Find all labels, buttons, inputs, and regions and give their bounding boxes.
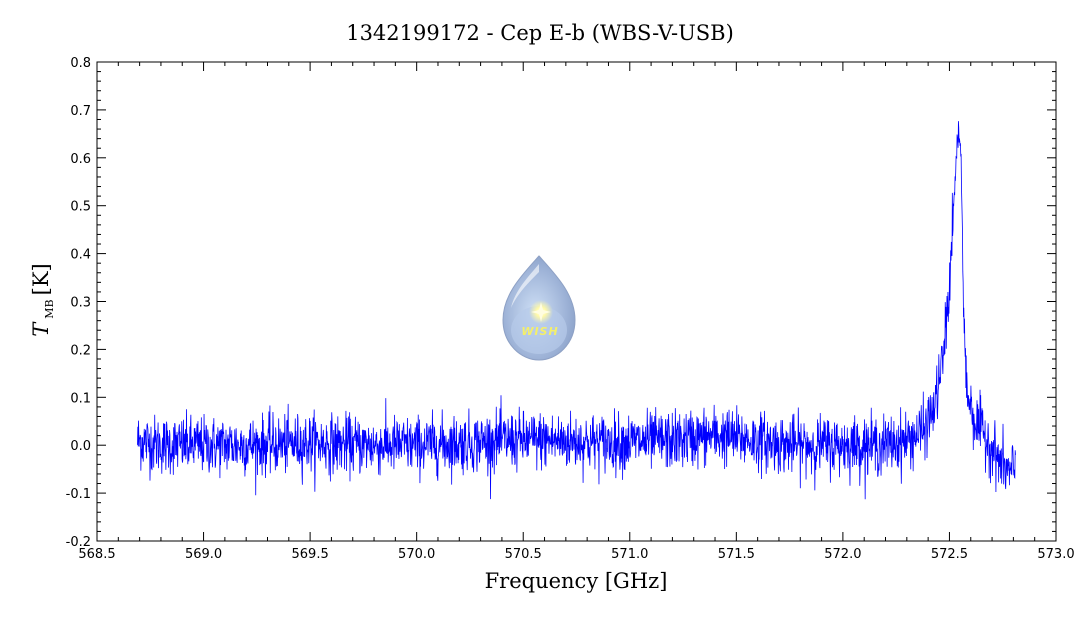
- axis-ticks: [96, 61, 1057, 542]
- x-tick-label: 571.5: [718, 547, 755, 562]
- spectrum-line: [137, 121, 1016, 500]
- x-tick-label: 569.5: [292, 547, 329, 562]
- x-tick-labels: 568.5 569.0 569.5 570.0 570.5 571.0 571.5 572.0…: [78, 547, 1074, 562]
- x-tick-label: 570.0: [398, 547, 435, 562]
- y-tick-label: 0.0: [70, 439, 91, 454]
- y-tick-label: 0.1: [70, 391, 91, 406]
- y-tick-label: 0.6: [70, 152, 91, 167]
- y-tick-label: -0.1: [66, 487, 91, 502]
- y-axis-unit: [K]: [29, 263, 53, 295]
- x-tick-label: 569.0: [185, 547, 222, 562]
- x-tick-label: 568.5: [78, 547, 115, 562]
- y-tick-label: 0.8: [70, 56, 91, 71]
- y-tick-label: 0.7: [70, 104, 91, 119]
- wish-logo: WISH: [502, 255, 576, 361]
- y-tick-label: 0.2: [70, 343, 91, 358]
- x-tick-label: 570.5: [505, 547, 542, 562]
- y-tick-label: 0.4: [70, 248, 91, 263]
- y-tick-label: 0.5: [70, 200, 91, 215]
- x-tick-label: 573.0: [1037, 547, 1074, 562]
- y-axis-symbol: T: [29, 321, 53, 337]
- x-tick-label: 572.5: [931, 547, 968, 562]
- logo-text: WISH: [521, 325, 558, 338]
- y-tick-labels: -0.2 -0.1 0.0 0.1 0.2 0.3 0.4 0.5 0.6 0.7 0.8: [66, 56, 91, 550]
- y-tick-label: 0.3: [70, 296, 91, 311]
- y-axis-label: T MB [K]: [29, 263, 56, 336]
- y-tick-label: -0.2: [66, 535, 91, 550]
- x-tick-label: 572.0: [824, 547, 861, 562]
- chart-title: 1342199172 - Cep E-b (WBS-V-USB): [346, 21, 734, 45]
- x-tick-label: 571.0: [611, 547, 648, 562]
- x-axis-label: Frequency [GHz]: [485, 569, 668, 593]
- y-axis-subscript: MB: [43, 299, 56, 318]
- plot-frame: [96, 61, 1057, 542]
